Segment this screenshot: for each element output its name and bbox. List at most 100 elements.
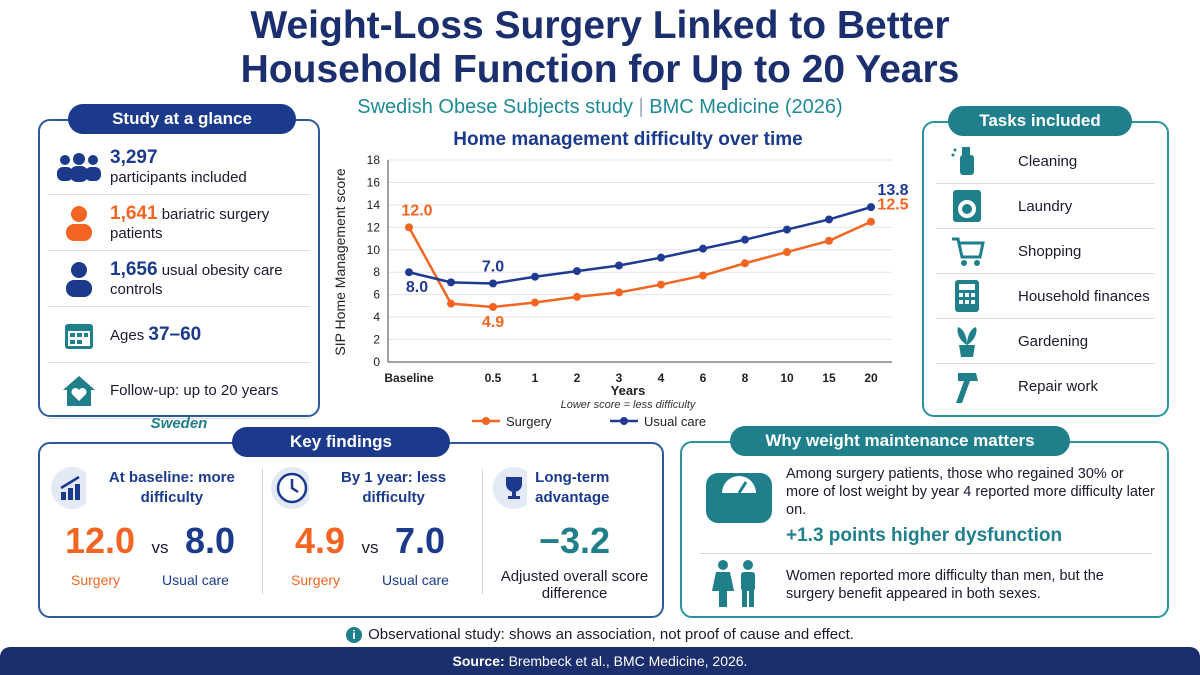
study-text: usual obesity care controls [110,262,283,298]
data-point [783,225,791,234]
panel-heading: Study at a glance [68,104,296,134]
title: Weight-Loss Surgery Linked to Better Hous… [0,4,1200,92]
icon [953,190,981,222]
finding-title: At baseline: more difficulty [108,469,235,506]
y-axis-label: SIP Home Management score [332,168,348,355]
finding-value: 4.9 [295,520,346,561]
country: Sweden [150,415,208,432]
data-point [867,203,875,212]
task-label: Repair work [1018,378,1099,395]
finding-label: Surgery [291,572,341,588]
icon [957,327,977,357]
icon [956,372,978,403]
finding-label: Usual care [162,572,229,588]
icon [712,560,755,607]
subtitle-part: BMC Medicine (2026) [649,96,843,118]
icon [57,152,101,182]
data-point [489,279,497,288]
icon [66,261,92,297]
findings-panel: At baseline: more difficulty 12.0 vs 8.0… [38,442,664,618]
panel-heading: Key findings [232,427,450,457]
finding-caption: Adjusted overall score difference [500,568,649,602]
divider [262,469,263,594]
icon [706,473,772,523]
data-point [573,292,581,301]
chart-note: Lower score = less difficulty [561,399,697,411]
finding-value: 12.0 [64,520,136,561]
y-tick-label: 4 [373,310,380,324]
icon [65,323,93,349]
title-line: Household Function for Up to 20 Years [240,48,960,91]
data-label: 8.0 [406,279,428,296]
data-point [615,261,623,270]
data-point [825,215,833,224]
task-row: Household finances [936,274,1155,319]
task-row: Repair work [936,364,1155,409]
y-tick-label: 10 [367,243,381,257]
data-point [615,288,623,297]
divider [482,469,483,594]
vs: vs [361,538,379,557]
source-bar: Source: Brembeck et al., BMC Medicine, 2… [0,647,1200,675]
maintenance-text: Among surgery patients, those who regain… [786,466,1155,518]
finding-label: Usual care [382,572,449,588]
finding-label: Surgery [71,572,121,588]
data-point [447,299,455,308]
icon [955,280,979,312]
data-point [405,223,413,232]
icon [51,467,86,509]
y-tick-label: 6 [373,288,380,302]
finding-title: Long-term advantage [535,469,610,506]
data-point [573,267,581,276]
study-row: 1,641 bariatric surgery patients [48,195,310,251]
study-panel: 3,297 participants included 1,641 bariatr… [38,119,320,432]
panel-heading: Tasks included [948,106,1132,136]
y-tick-label: 16 [367,175,381,189]
series-line [407,220,872,309]
data-point [489,303,497,312]
x-tick-label: 1 [532,371,539,385]
data-label: 4.9 [482,314,504,331]
data-point [741,235,749,244]
source-text: Brembeck et al., BMC Medicine, 2026. [508,653,748,669]
task-label: Household finances [1018,287,1150,305]
finding-title: By 1 year: less difficulty [341,469,447,506]
icon [952,237,985,266]
legend-swatch [482,417,490,425]
maintenance-text: Women reported more difficulty than men,… [786,568,1104,602]
data-point [405,268,413,277]
task-row: Laundry [936,184,1155,229]
y-tick-label: 12 [367,220,381,234]
data-point [657,280,665,289]
study-text: bariatric surgery patients [110,206,270,242]
data-label: 7.0 [482,258,504,275]
divider [700,553,1152,554]
data-label: 12.0 [401,202,432,219]
maintenance-panel: Among surgery patients, those who regain… [680,441,1169,618]
y-tick-label: 18 [367,153,381,167]
x-tick-label: 8 [742,371,749,385]
study-value: 1,656 [110,259,158,280]
study-value: 37–60 [148,323,202,345]
x-tick-label: 3 [616,371,623,385]
data-point [825,236,833,245]
title-line: Weight-Loss Surgery Linked to Better [250,4,950,47]
y-tick-label: 14 [367,198,381,212]
x-tick-label: 2 [574,371,581,385]
study-text: Follow-up: up to 20 years [110,382,279,399]
panel-heading: Why weight maintenance matters [730,426,1070,456]
finding-value: −3.2 [538,520,611,561]
icon [951,147,974,175]
x-tick-label: 10 [780,371,794,385]
x-tick-label: 15 [822,371,836,385]
icon [493,467,528,509]
y-tick-label: 8 [373,265,380,279]
data-point [699,244,707,253]
data-point [783,248,791,257]
data-point [867,217,875,226]
legend-label: Surgery [506,414,552,429]
task-row: Cleaning [936,139,1155,184]
series-line [408,205,872,285]
chart-title: Home management difficulty over time [453,129,802,150]
